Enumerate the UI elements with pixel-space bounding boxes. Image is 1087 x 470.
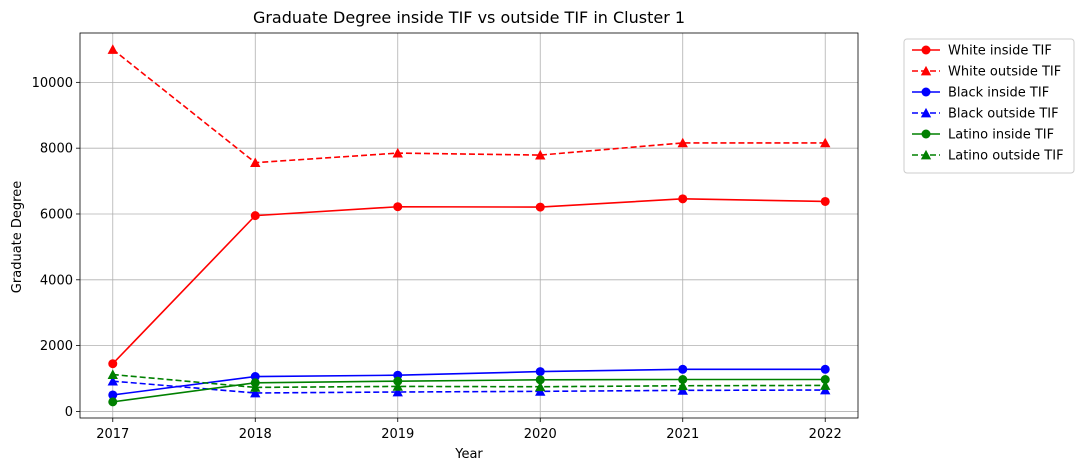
data-point	[535, 381, 546, 392]
x-tick-label: 2018	[239, 427, 272, 442]
data-point	[393, 202, 403, 212]
data-point	[820, 364, 830, 374]
y-tick-label: 0	[65, 405, 73, 420]
x-tick-label: 2017	[96, 427, 129, 442]
data-point	[107, 369, 118, 379]
y-tick-label: 6000	[40, 207, 73, 222]
data-point	[250, 157, 261, 168]
legend-label: White outside TIF	[948, 65, 1061, 80]
series-latino-inside-tif	[108, 375, 830, 407]
y-tick-label: 2000	[40, 339, 73, 354]
legend-item: Black outside TIF	[912, 107, 1059, 122]
y-tick-label: 4000	[40, 273, 73, 288]
data-point	[921, 129, 931, 139]
x-tick-label: 2019	[381, 427, 414, 442]
legend-label: Latino inside TIF	[948, 128, 1054, 143]
legend-label: Black inside TIF	[948, 86, 1049, 101]
series-line	[112, 373, 826, 389]
x-tick-label: 2021	[666, 427, 699, 442]
data-point	[920, 149, 932, 160]
data-point	[535, 202, 545, 212]
data-point	[820, 196, 830, 206]
data-point	[677, 137, 688, 148]
legend-label: Latino outside TIF	[948, 149, 1064, 164]
data-point	[677, 380, 688, 391]
data-point	[678, 375, 688, 384]
y-tick-label: 10000	[32, 76, 73, 91]
series-line	[112, 48, 826, 164]
data-point	[921, 87, 931, 97]
plot-area: 2017 2018 2019 2020 2021 2022 0 2000 4000 6000 800…	[32, 32, 859, 442]
series-line	[112, 198, 826, 365]
data-point	[250, 372, 260, 382]
series-white-outside-tif	[107, 44, 831, 168]
data-point	[820, 380, 831, 390]
series-line	[112, 368, 826, 396]
series-line	[112, 380, 826, 394]
data-point	[535, 149, 546, 160]
data-point	[535, 375, 545, 385]
data-point	[250, 387, 261, 398]
series-black-inside-tif	[108, 364, 830, 400]
legend: White inside TIF White outside TIF Black i…	[903, 38, 1075, 174]
legend-item: Black inside TIF	[912, 86, 1049, 101]
data-point	[250, 211, 260, 221]
series-white-inside-tif	[108, 194, 830, 369]
legend-item: White outside TIF	[912, 65, 1061, 80]
data-point	[392, 386, 403, 397]
data-point	[920, 65, 932, 76]
data-point	[678, 194, 688, 204]
data-point	[393, 376, 403, 386]
data-point	[820, 375, 830, 384]
data-point	[108, 397, 118, 407]
plot-frame	[79, 32, 859, 419]
data-point	[250, 382, 261, 392]
data-point	[107, 44, 118, 54]
data-point	[535, 367, 545, 377]
x-axis-label: Year	[454, 447, 483, 462]
data-point	[108, 390, 118, 400]
data-point	[392, 147, 403, 158]
data-point	[920, 107, 932, 118]
x-tick-label: 2022	[809, 427, 842, 442]
data-point	[392, 381, 403, 391]
data-point	[108, 359, 118, 369]
y-tick-label: 8000	[40, 142, 73, 157]
legend-item: Latino inside TIF	[912, 128, 1054, 143]
data-point	[678, 364, 688, 374]
data-point	[921, 45, 931, 55]
legend-item: White inside TIF	[912, 44, 1052, 59]
legend-label: Black outside TIF	[948, 107, 1059, 122]
data-point	[107, 375, 118, 386]
data-point	[820, 137, 831, 148]
x-tick-label: 2020	[524, 427, 557, 442]
chart-title: Graduate Degree inside TIF vs outside TI…	[253, 8, 685, 27]
series-latino-outside-tif	[107, 369, 831, 392]
legend-box	[903, 38, 1075, 174]
legend-label: White inside TIF	[948, 44, 1052, 59]
y-axis-label: Graduate Degree	[10, 181, 25, 293]
legend-item: Latino outside TIF	[912, 149, 1064, 164]
